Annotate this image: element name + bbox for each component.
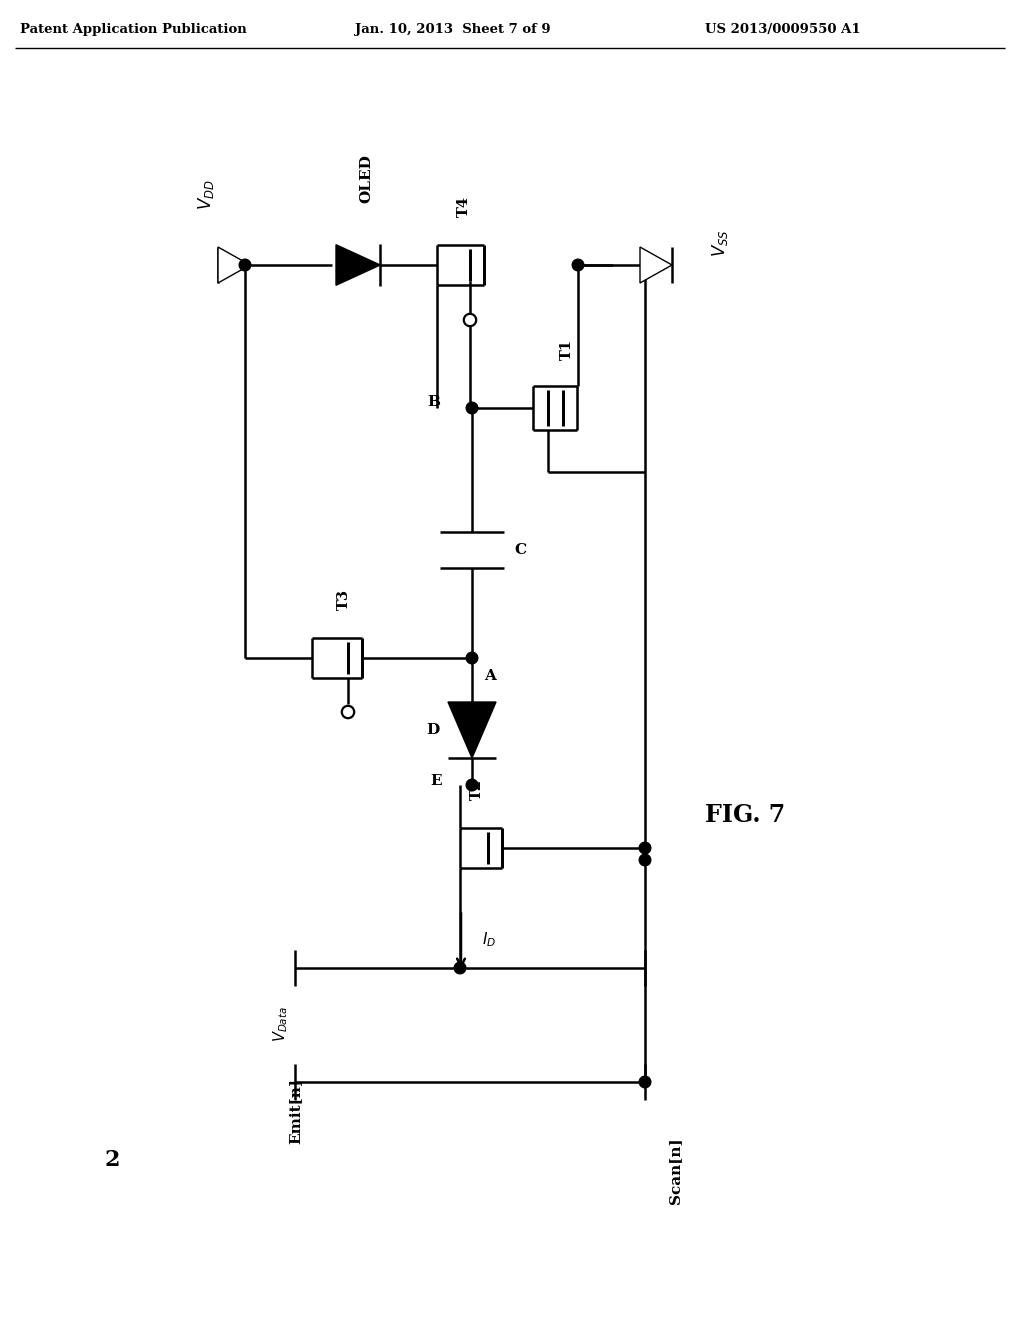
- Polygon shape: [447, 702, 496, 758]
- Text: Scan[n]: Scan[n]: [668, 1137, 682, 1204]
- Text: Jan. 10, 2013  Sheet 7 of 9: Jan. 10, 2013 Sheet 7 of 9: [355, 22, 551, 36]
- Text: T3: T3: [337, 589, 351, 610]
- Text: $V_{SS}$: $V_{SS}$: [710, 230, 730, 257]
- Text: A: A: [484, 669, 496, 682]
- Text: OLED: OLED: [359, 154, 373, 203]
- Text: $V_{Data}$: $V_{Data}$: [271, 1006, 291, 1041]
- Polygon shape: [640, 247, 672, 282]
- Circle shape: [639, 1076, 651, 1088]
- Circle shape: [572, 259, 584, 271]
- Polygon shape: [336, 244, 380, 285]
- Circle shape: [466, 779, 478, 791]
- Text: B: B: [427, 395, 440, 409]
- Text: Emit[n]: Emit[n]: [288, 1078, 302, 1144]
- Text: C: C: [514, 543, 526, 557]
- Text: D: D: [427, 723, 440, 737]
- Circle shape: [466, 403, 478, 413]
- Text: 2: 2: [104, 1148, 120, 1171]
- Circle shape: [455, 962, 466, 974]
- Text: T2: T2: [470, 779, 484, 800]
- Circle shape: [464, 314, 476, 326]
- Circle shape: [342, 706, 354, 718]
- Text: $V_{DD}$: $V_{DD}$: [196, 180, 216, 210]
- Text: E: E: [430, 774, 442, 788]
- Circle shape: [639, 854, 651, 866]
- Text: FIG. 7: FIG. 7: [705, 803, 785, 828]
- Text: $I_D$: $I_D$: [482, 931, 497, 949]
- Polygon shape: [218, 247, 250, 282]
- Circle shape: [466, 652, 478, 664]
- Text: T1: T1: [560, 339, 574, 360]
- Text: US 2013/0009550 A1: US 2013/0009550 A1: [705, 22, 860, 36]
- Text: Patent Application Publication: Patent Application Publication: [20, 22, 247, 36]
- Text: T4: T4: [457, 195, 471, 216]
- Circle shape: [639, 842, 651, 854]
- Circle shape: [240, 259, 251, 271]
